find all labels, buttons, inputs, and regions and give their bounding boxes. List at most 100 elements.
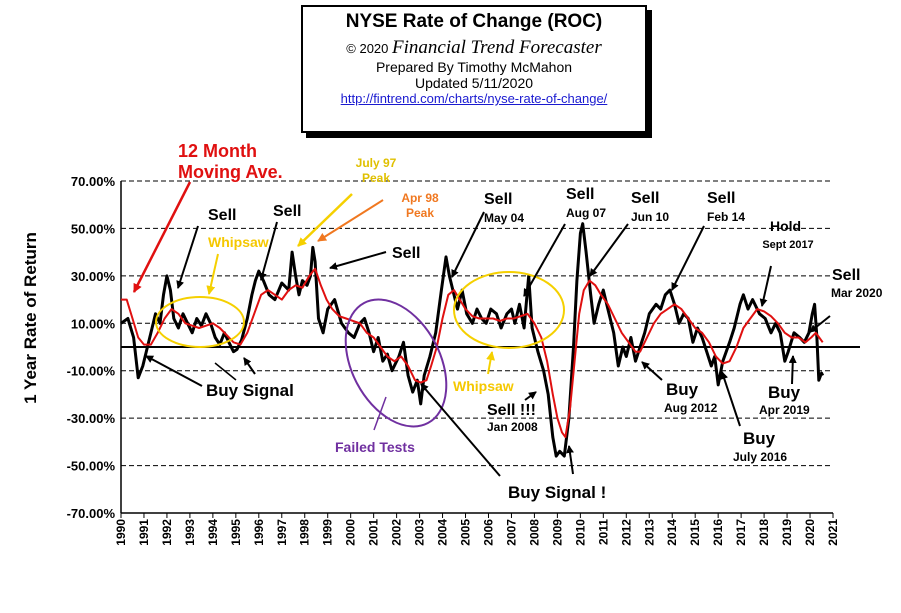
sell-aug07-label: Sell (566, 186, 594, 203)
x-tick-label: 2020 (803, 519, 817, 546)
buy-aug2012-arrow (641, 361, 663, 381)
x-tick-label: 2001 (367, 519, 381, 546)
buy-aug2012-label: Buy (666, 380, 699, 399)
sell-2008-arrow (524, 391, 537, 401)
hold-2017-arrow (759, 265, 772, 307)
hold-2017-label: Hold (770, 218, 801, 234)
x-tick-label: 1998 (298, 519, 312, 546)
sell-mar2020-label: Sell (832, 267, 860, 284)
peak-97-line2: Peak (362, 171, 390, 185)
y-tick-label: -50.00% (67, 459, 116, 474)
x-tick-label: 2007 (504, 519, 518, 546)
sell-2008-date: Jan 2008 (487, 420, 538, 434)
y-tick-label: 70.00% (71, 174, 116, 189)
y-tick-label: -70.00% (67, 506, 116, 521)
ma-label-line1: 12 Month (178, 141, 257, 161)
x-tick-label: 2017 (734, 519, 748, 546)
failed-tests-arrow (373, 396, 387, 431)
x-tick-label: 1995 (229, 519, 243, 546)
sell-1992-label: Sell (208, 207, 236, 224)
peak-98-line1: Apr 98 (401, 191, 439, 205)
x-tick-label: 1990 (114, 519, 128, 546)
annotation-arrows (132, 181, 831, 477)
x-tick-label: 2004 (436, 519, 450, 546)
buy-jul2016-label: Buy (743, 429, 776, 448)
x-tick-label: 2008 (527, 519, 541, 546)
x-tick-label: 2000 (344, 519, 358, 546)
buy-signal-2009-label: Buy Signal ! (508, 483, 606, 502)
buy-jul2016-arrow (720, 371, 741, 427)
hold-2017-date: Sept 2017 (762, 239, 813, 251)
chart-title-box: NYSE Rate of Change (ROC) © 2020 Financi… (301, 5, 647, 133)
y-tick-labels: 70.00% 50.00% 30.00% 10.00% -10.00% -30.00% -5… (67, 174, 116, 521)
whipsaw-1-label: Whipsaw (208, 234, 269, 250)
y-tick-label: 30.00% (71, 269, 116, 284)
buy-jul2016-date: July 2016 (733, 450, 787, 464)
x-tick-label: 2021 (826, 519, 840, 546)
moving-average-line (121, 267, 824, 439)
x-tick-label: 2016 (711, 519, 725, 546)
series-layer (120, 222, 825, 458)
x-tick-label: 2011 (596, 519, 610, 545)
x-tick-label: 2002 (390, 519, 404, 546)
x-tick-label: 2012 (619, 519, 633, 546)
sell-2008-label: Sell !!! (487, 402, 536, 419)
x-tick-label: 2006 (481, 519, 495, 546)
whipsaw-2-arrow (486, 351, 495, 375)
sell-1998-label: Sell (392, 245, 420, 262)
y-tick-label: 10.00% (71, 316, 116, 331)
copyright: © 2020 (346, 41, 389, 56)
peak-98-line2: Peak (406, 206, 434, 220)
sell-may04-arrow (451, 211, 485, 278)
peak-98-arrow (317, 199, 384, 242)
x-tick-label: 2003 (413, 519, 427, 546)
sell-mar2020-arrow (809, 315, 831, 333)
copyright-line: © 2020 Financial Trend Forecaster (303, 37, 645, 59)
chart-title: NYSE Rate of Change (ROC) (345, 11, 603, 32)
x-tick-label: 1999 (321, 519, 335, 546)
updated-date: Updated 5/11/2020 (414, 75, 534, 91)
peak-97-arrow (297, 193, 353, 247)
buy-apr2019-label: Buy (768, 383, 801, 402)
sell-aug07-arrow (523, 223, 566, 297)
whipsaw-ellipse-2 (453, 271, 565, 349)
x-tick-label: 2010 (573, 519, 587, 546)
sell-1996-arrow (259, 221, 278, 281)
x-tick-label: 1992 (160, 519, 174, 546)
x-tick-label: 1993 (183, 519, 197, 546)
sell-jun10-label: Sell (631, 190, 659, 207)
x-tick-label: 2018 (757, 519, 771, 546)
x-tick-label: 1994 (206, 519, 220, 546)
x-tick-label: 1996 (252, 519, 266, 546)
buy-signal-2-arrow (214, 362, 237, 381)
y-tick-label: -30.00% (67, 411, 116, 426)
annotations: 12 Month Moving Ave. July 97 Peak Apr 98… (178, 141, 883, 502)
sell-feb14-arrow (671, 225, 705, 291)
x-tick-label: 2019 (780, 519, 794, 546)
y-axis-label: 1 Year Rate of Return (21, 232, 40, 404)
buy-signal-1-arrow (145, 355, 203, 387)
x-tick-label: 1997 (275, 519, 289, 546)
sell-1992-arrow (176, 225, 199, 289)
failed-tests-ellipse (344, 298, 448, 428)
sell-feb14-date: Feb 14 (707, 210, 745, 224)
sell-1996-label: Sell (273, 203, 301, 220)
source-link[interactable]: http://fintrend.com/charts/nyse-rate-of-… (340, 91, 608, 106)
ma-arrow (132, 181, 192, 293)
whipsaw-ellipse-1 (155, 296, 245, 348)
sell-jun10-arrow (589, 223, 629, 277)
x-tick-label: 2013 (642, 519, 656, 546)
brand-name: Financial Trend Forecaster (392, 37, 602, 58)
x-tick-labels: 1990 1991 1992 1993 1994 1995 1996 1997 1998 1999… (114, 513, 840, 546)
x-tick-label: 2005 (459, 519, 473, 546)
roc-line (120, 222, 825, 458)
sell-aug07-date: Aug 07 (566, 206, 606, 220)
x-tick-label: 2015 (688, 519, 702, 546)
whipsaw-2-label: Whipsaw (453, 378, 514, 394)
buy-aug2012-date: Aug 2012 (664, 401, 718, 415)
buy-apr2019-arrow (788, 355, 797, 385)
failed-tests-label: Failed Tests (335, 439, 415, 455)
buy-signal-1-label: Buy Signal (206, 381, 294, 400)
sell-may04-label: Sell (484, 191, 512, 208)
